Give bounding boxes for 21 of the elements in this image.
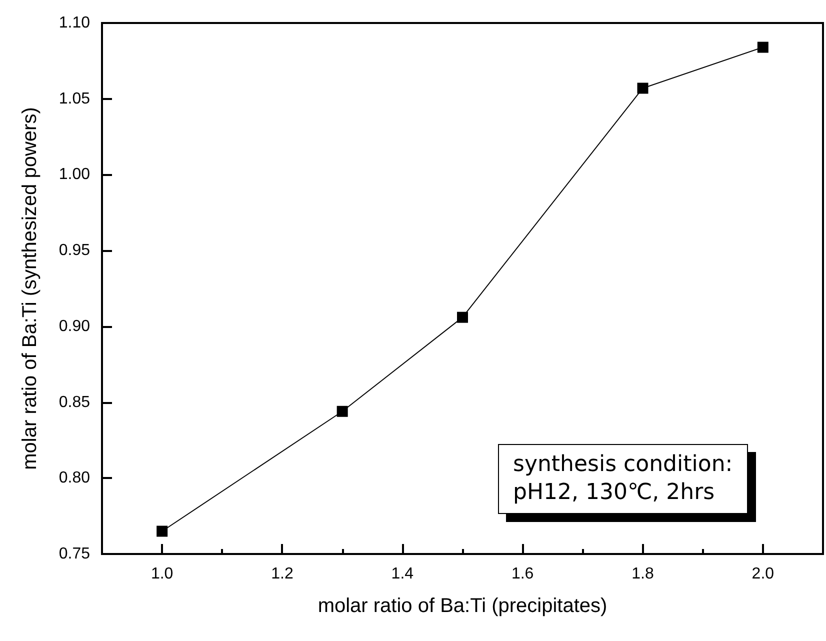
point [156,526,168,537]
y-tick-label: 1.10 [58,14,90,32]
y-tick-label: 0.90 [58,318,90,335]
x-tick-label: 1.8 [632,566,654,582]
x-tick-label: 1.0 [150,566,174,582]
x-tick-label: 2.0 [752,566,774,582]
y-tick-label: 0.85 [58,394,90,411]
y-tick-label: 1.00 [58,166,90,184]
x-tick-label: 1.4 [391,566,414,582]
point [457,312,468,323]
point [637,82,648,94]
y-axis-title: molar ratio of Ba:Ti (synthesized powers) [19,107,41,470]
y-tick-label: 1.05 [58,90,90,108]
y-tick-label: 0.80 [58,470,90,487]
x-axis-title: molar ratio of Ba:Ti (precipitates) [318,595,608,617]
x-tick-label: 1.2 [271,566,294,582]
y-tick-label: 0.75 [58,546,90,562]
point [757,42,768,53]
y-tick-label: 0.95 [58,242,90,260]
point [336,406,348,417]
x-tick-label: 1.6 [511,566,534,582]
